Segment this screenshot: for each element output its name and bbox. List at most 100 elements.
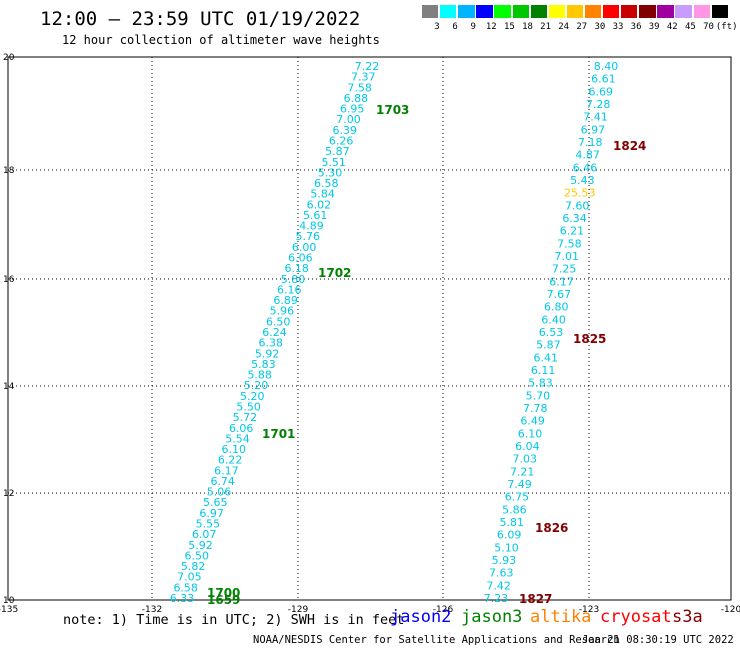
wave-height-value: 6.40: [541, 313, 566, 326]
wave-height-value: 4.89: [299, 220, 324, 233]
wave-height-value: 8.40: [594, 60, 619, 73]
scale-swatch: [675, 5, 692, 18]
lat-tick-label: 12: [3, 489, 14, 499]
scale-swatch: [530, 5, 547, 18]
wave-height-value: 7.58: [557, 237, 582, 250]
generated-timestamp: Jan 21 08:30:19 UTC 2022: [582, 634, 734, 646]
lat-tick-label: 10: [3, 596, 15, 606]
wave-height-value: 6.21: [560, 225, 585, 238]
wave-height-value: 6.46: [573, 161, 598, 174]
wave-height-value: 5.86: [502, 503, 527, 516]
scale-unit-label: (ft): [715, 22, 738, 32]
wave-height-value: 6.95: [340, 103, 365, 116]
wave-height-value: 5.06: [207, 486, 232, 499]
wave-height-value: 5.76: [296, 230, 321, 243]
scale-label: 27: [576, 22, 588, 32]
left-satellite-track: 7.227.377.586.886.957.006.396.265.875.51…: [170, 60, 410, 607]
wave-height-value: 7.42: [486, 579, 511, 592]
wave-height-value: 5.43: [570, 174, 595, 187]
scale-swatch: [566, 5, 584, 18]
wave-height-value: 5.54: [225, 432, 250, 445]
scale-swatch: [621, 5, 638, 18]
wave-height-value: 6.00: [292, 241, 317, 254]
scale-swatch: [494, 5, 511, 18]
wave-height-value: 6.58: [173, 581, 198, 594]
wave-height-value: 5.61: [303, 209, 328, 222]
wave-height-value: 5.55: [196, 518, 221, 531]
wave-height-value: 5.20: [240, 390, 265, 403]
lon-tick-label: -135: [0, 605, 18, 615]
wave-height-value: 6.10: [518, 427, 543, 440]
wave-height-value: 7.22: [355, 60, 380, 73]
scale-label: 36: [630, 22, 642, 32]
scale-swatch: [711, 5, 728, 18]
wave-height-value: 6.11: [531, 364, 556, 377]
pass-time-label: 1826: [535, 521, 568, 535]
axis-tick-labels: -135 -132 -129 -126 -123 -120 10 12 14 16 18 20: [0, 53, 740, 615]
wave-height-value: 5.83: [528, 377, 553, 390]
lon-tick-label: -123: [579, 605, 599, 615]
scale-label: 70: [703, 22, 714, 32]
wave-height-value: 6.02: [307, 198, 332, 211]
wave-height-value: 6.17: [549, 275, 574, 288]
wave-height-value: 5.87: [325, 145, 350, 158]
wave-height-value: 6.80: [544, 301, 569, 314]
scale-label: 3: [434, 22, 440, 32]
wave-height-value: 5.20: [244, 379, 269, 392]
wave-height-value: 7.63: [489, 567, 514, 580]
wave-height-value: 7.00: [336, 113, 361, 126]
wave-height-value: 6.74: [210, 475, 235, 488]
wave-height-value: 5.80: [281, 273, 306, 286]
lon-tick-label: -120: [721, 605, 740, 615]
wave-height-value: 6.89: [273, 294, 298, 307]
scale-label: 6: [452, 22, 458, 32]
scale-swatch: [584, 5, 602, 18]
pass-time-label: 1825: [573, 332, 606, 346]
wave-height-value: 5.30: [318, 166, 343, 179]
scale-swatch: [603, 5, 620, 18]
scale-label: 12: [485, 22, 497, 32]
wave-height-value: 6.97: [581, 123, 606, 136]
scale-swatch: [476, 5, 493, 18]
wave-height-value: 7.23: [484, 592, 509, 605]
wave-height-value: 7.21: [510, 465, 535, 478]
lat-tick-label: 16: [3, 275, 15, 285]
map-grid: [7, 56, 732, 601]
scale-label: 24: [558, 22, 570, 32]
scale-label: 21: [540, 22, 552, 32]
lon-tick-label: -132: [142, 605, 162, 615]
wave-height-value: 6.06: [288, 252, 313, 265]
wave-height-value: 5.65: [203, 496, 228, 509]
footnote: note: 1) Time is in UTC; 2) SWH is in fe…: [63, 612, 405, 628]
wave-height-value: 6.49: [520, 415, 545, 428]
scale-swatch: [693, 5, 710, 18]
pass-time-label: 1702: [318, 266, 351, 280]
wave-height-value: 6.16: [277, 283, 302, 296]
wave-height-value: 7.28: [586, 98, 611, 111]
wave-height-value: 25.53: [564, 187, 596, 200]
lat-tick-label: 20: [3, 53, 15, 63]
legend-jason2: jason2: [390, 607, 452, 627]
wave-height-value: 6.26: [329, 134, 354, 147]
scale-label: 18: [522, 22, 533, 32]
wave-height-value: 6.34: [562, 212, 587, 225]
wave-height-value: 6.50: [185, 549, 210, 562]
wave-height-value: 5.51: [321, 156, 346, 169]
pass-time-label: 1701: [262, 427, 295, 441]
scale-label: 15: [503, 22, 515, 32]
wave-height-value: 7.37: [351, 71, 376, 84]
credit-line: NOAA/NESDIS Center for Satellite Applica…: [253, 634, 620, 646]
wave-height-value: 4.87: [575, 149, 600, 162]
pass-time-label: 1659: [207, 593, 240, 607]
wave-height-value: 5.88: [247, 369, 272, 382]
scale-swatch: [440, 5, 457, 18]
map-title: 12:00 – 23:59 UTC 01/19/2022: [40, 8, 361, 30]
scale-label: 45: [684, 22, 696, 32]
lon-tick-label: -129: [288, 605, 309, 615]
scale-label: 9: [470, 22, 476, 32]
wave-height-value: 6.33: [170, 592, 195, 605]
wave-height-value: 6.09: [497, 529, 522, 542]
wave-height-value: 6.18: [284, 262, 309, 275]
wave-height-value: 5.10: [494, 541, 519, 554]
wave-height-value: 7.25: [552, 263, 577, 276]
